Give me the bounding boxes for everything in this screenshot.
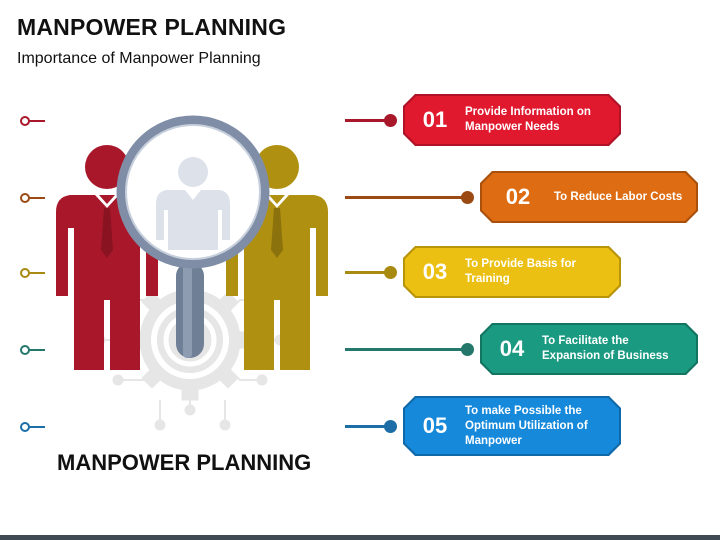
left-dot	[20, 268, 30, 278]
left-connector	[25, 426, 45, 428]
item-badge: 05 To make Possible the Optimum Utilizat…	[403, 396, 621, 456]
list-item-03: 03 To Provide Basis for Training	[0, 243, 720, 303]
right-connector	[345, 196, 467, 199]
left-connector	[25, 120, 45, 122]
bottom-bar	[0, 535, 720, 540]
right-connector	[345, 271, 390, 274]
left-dot	[20, 345, 30, 355]
right-connector	[345, 119, 390, 122]
left-dot	[20, 422, 30, 432]
right-dot	[384, 266, 397, 279]
left-connector	[25, 197, 45, 199]
item-number: 03	[422, 259, 448, 284]
right-dot	[384, 114, 397, 127]
item-badge: 04 To Facilitate the Expansion of Busine…	[480, 323, 698, 375]
list-item-01: 01 Provide Information on Manpower Needs	[0, 91, 720, 151]
right-dot	[461, 343, 474, 356]
item-badge: 03 To Provide Basis for Training	[403, 246, 621, 298]
right-dot	[384, 420, 397, 433]
right-connector	[345, 425, 390, 428]
left-dot	[20, 193, 30, 203]
item-number: 02	[505, 184, 531, 209]
page-title: MANPOWER PLANNING	[17, 14, 287, 40]
left-connector	[25, 349, 45, 351]
right-dot	[461, 191, 474, 204]
item-badge: 02 To Reduce Labor Costs	[480, 171, 698, 223]
left-connector	[25, 272, 45, 274]
page-subtitle: Importance of Manpower Planning	[17, 50, 261, 67]
item-number: 04	[499, 336, 525, 361]
list-item-04: 04 To Facilitate the Expansion of Busine…	[0, 320, 720, 380]
item-label: To Facilitate the Expansion of Business	[542, 335, 669, 362]
right-connector	[345, 348, 467, 351]
left-dot	[20, 116, 30, 126]
list-item-05: 05 To make Possible the Optimum Utilizat…	[0, 397, 720, 457]
person-gray-icon	[156, 157, 230, 250]
illustration-caption: MANPOWER PLANNING	[57, 450, 312, 475]
item-badge: 01 Provide Information on Manpower Needs	[403, 94, 621, 146]
item-number: 01	[422, 107, 448, 132]
item-label: Provide Information on Manpower Needs	[465, 106, 591, 133]
list-item-02: 02 To Reduce Labor Costs	[0, 168, 720, 228]
item-label: To Reduce Labor Costs	[554, 190, 683, 203]
item-number: 05	[422, 413, 448, 438]
item-label: To Provide Basis for Training	[465, 258, 576, 285]
item-label: To make Possible the Optimum Utilization…	[465, 404, 588, 447]
